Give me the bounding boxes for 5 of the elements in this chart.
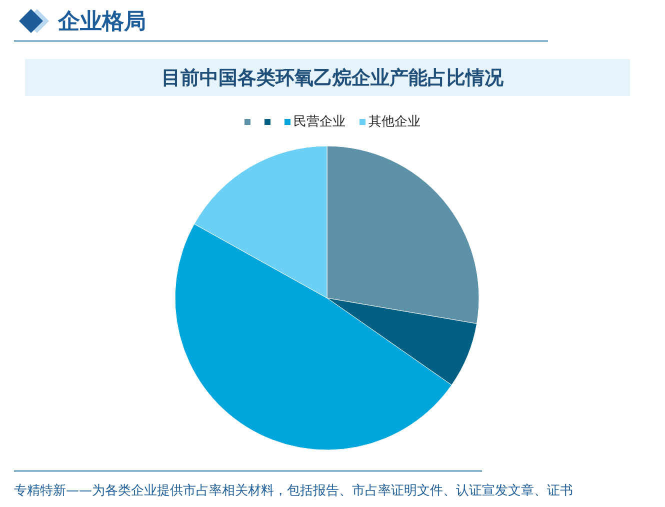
chart-title: 目前中国各类环氧乙烷企业产能占比情况 [162, 67, 504, 89]
legend-label: 其他企业 [368, 114, 420, 130]
legend-label: 民营企业 [294, 114, 346, 130]
text: 专精特新——为各类企业提供市占率相关材料，包括报告、市占率证明文件、认证宣发文章、证书 [14, 482, 573, 498]
text: 企业格局 [57, 10, 146, 34]
